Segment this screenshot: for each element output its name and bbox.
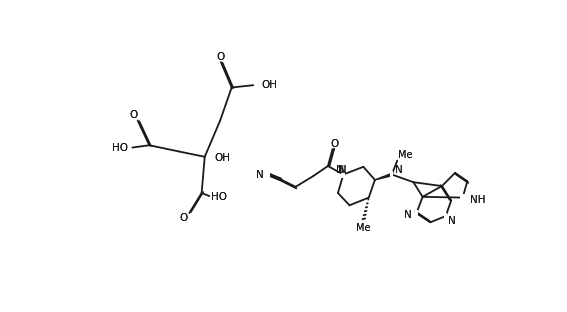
Bar bbox=[267, 171, 270, 178]
Text: O: O bbox=[330, 139, 338, 149]
Text: HO: HO bbox=[211, 192, 227, 202]
Text: O: O bbox=[180, 213, 188, 223]
Text: N: N bbox=[448, 216, 456, 226]
Text: HO: HO bbox=[112, 143, 128, 153]
Bar bbox=[341, 171, 345, 178]
Bar bbox=[444, 212, 447, 220]
Text: N: N bbox=[338, 165, 346, 175]
Text: OH: OH bbox=[261, 80, 277, 90]
Polygon shape bbox=[375, 173, 392, 180]
Text: OH: OH bbox=[214, 153, 230, 163]
Text: N: N bbox=[338, 165, 346, 175]
Text: N: N bbox=[404, 210, 412, 220]
Text: Me: Me bbox=[398, 150, 413, 160]
Text: OH: OH bbox=[214, 153, 230, 163]
Text: NH: NH bbox=[471, 195, 486, 205]
Text: N: N bbox=[395, 165, 403, 175]
Text: O: O bbox=[130, 110, 138, 120]
Text: N: N bbox=[256, 169, 264, 179]
Text: OH: OH bbox=[261, 80, 277, 90]
Text: HO: HO bbox=[211, 192, 227, 202]
Text: HO: HO bbox=[112, 143, 128, 153]
Text: O: O bbox=[180, 213, 188, 223]
Text: N: N bbox=[448, 216, 456, 226]
Bar bbox=[415, 210, 418, 217]
Text: O: O bbox=[330, 139, 338, 149]
Text: Me: Me bbox=[356, 223, 371, 233]
Text: N: N bbox=[404, 210, 412, 220]
Text: Me: Me bbox=[398, 150, 413, 160]
Text: O: O bbox=[216, 52, 225, 62]
Text: NH: NH bbox=[471, 195, 486, 205]
Bar bbox=[390, 171, 393, 178]
Text: Me: Me bbox=[356, 223, 371, 233]
Text: N: N bbox=[395, 165, 403, 175]
Text: N: N bbox=[256, 169, 264, 179]
Text: O: O bbox=[130, 110, 138, 120]
Bar bbox=[460, 194, 465, 201]
Text: O: O bbox=[216, 52, 225, 62]
Text: N: N bbox=[336, 165, 344, 175]
